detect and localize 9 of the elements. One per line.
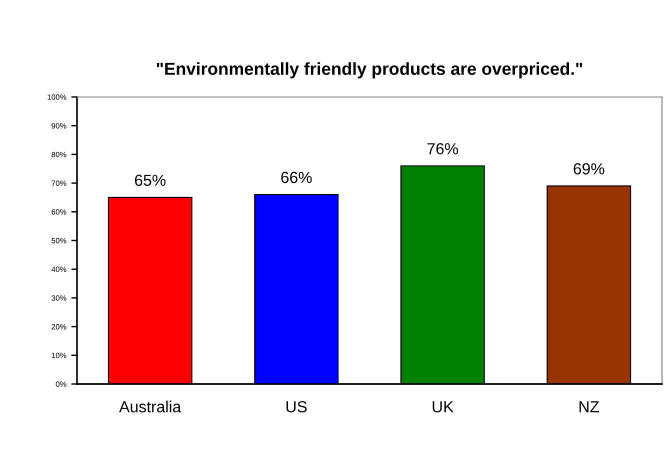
data-label: 76%: [427, 143, 458, 154]
data-label: 66%: [281, 172, 312, 184]
x-tick-label: UK: [432, 401, 454, 412]
data-label: 65%: [134, 174, 166, 186]
x-tick-label: US: [286, 401, 307, 412]
data-label: 69%: [574, 163, 604, 174]
chart-title: "Environmentally friendly products are overpriced.": [156, 62, 582, 78]
x-tick-label: NZ: [580, 401, 600, 412]
x-tick-label: Australia: [119, 400, 182, 412]
